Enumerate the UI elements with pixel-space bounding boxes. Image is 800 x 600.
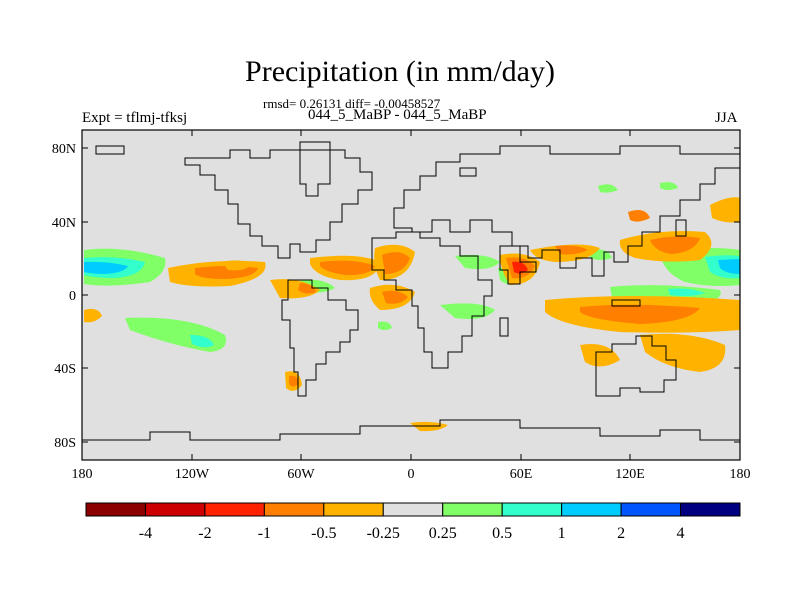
longitude-labels: 180 120W 60W 0 60E 120E 180 [72,467,751,482]
coast-australia [595,335,677,397]
coast-indonesia [611,299,641,307]
colorbar-label: -0.5 [311,525,336,542]
anomaly-dry-west-africa-core [382,252,410,274]
colorbar-swatch [323,502,384,517]
lon-label-60w: 60W [287,467,315,482]
anomaly-dry-atlantic-itcz-core [320,260,375,276]
colorbar-swatch [382,502,444,517]
runs-label: 044_5_MaBP - 044_5_MaBP [308,107,487,123]
lat-label-40s: 40S [54,362,76,377]
lat-label-40n: 40N [52,216,76,231]
season-label: JJA [715,110,738,126]
axis-ticks [82,130,740,460]
colorbar-label: 0.25 [429,525,457,542]
colorbar-label: 4 [677,525,685,542]
colorbar-label: -0.25 [367,525,400,542]
latitude-labels: 80N 40N 0 40S 80S [52,142,76,451]
colorbar-label: 0.5 [492,525,512,542]
coast-south-america [281,279,359,397]
lon-label-0: 0 [408,467,415,482]
coastlines [82,141,741,441]
colorbar-swatch [561,502,622,517]
colorbar-swatch [680,502,741,517]
coast-africa [371,231,493,369]
anomaly-wet-pacific-east-max [84,261,128,274]
experiment-label: Expt = tflmj-tfksj [82,110,188,126]
anomaly-wet-south-america [378,321,392,330]
lat-label-80n: 80N [52,142,76,157]
colorbar-label: 2 [617,525,625,542]
coast-antarctica [82,419,740,441]
anomaly-dry-east-pacific-west [84,308,102,323]
anomaly-dry-south-pacific-west [640,333,726,372]
lat-label-0: 0 [69,289,76,304]
coast-eurasia [393,145,741,277]
stats-line: rmsd= 0.26131 diff= -0.00458527 [263,96,441,111]
colorbar-swatch [204,502,265,517]
colorbar-swatch [263,502,325,517]
colorbar-label: -1 [258,525,271,542]
anomaly-fields [84,182,740,432]
anomaly-dry-arabian-sea-max [512,261,528,274]
coast-japan [675,219,687,237]
colorbar-label: -4 [139,525,152,542]
anomaly-dry-south-africa [580,344,620,367]
anomaly-dry-west-pacific-core [650,236,700,254]
anomaly-dry-central-america-core [298,283,316,294]
lon-label-180-right: 180 [730,467,751,482]
coast-madagascar [499,317,509,337]
colorbar-label: 1 [558,525,566,542]
anomaly-dry-north-atlantic [628,210,650,222]
anomaly-dry-gulf-guinea-core [382,290,408,304]
anomaly-wet-south-pacific-core [190,335,214,348]
coast-north-america [184,141,373,259]
anomaly-wet-indian-ocean-core [668,288,705,297]
colorbar-swatch [620,502,682,517]
anomaly-dry-north-pacific-east [710,197,740,223]
anomaly-dry-gulf-of-mexico [222,260,252,271]
colorbar-swatch [144,502,206,517]
colorbar-swatch [442,502,503,517]
lon-label-60e: 60E [510,467,533,482]
lon-label-120w: 120W [175,467,210,482]
lon-label-180-left: 180 [72,467,93,482]
colorbar-swatch [501,502,563,517]
map-title: Precipitation (in mm/day) [245,55,555,88]
anomaly-dry-india-core [555,245,588,255]
anomaly-wet-east-asia [598,184,618,193]
lon-label-120e: 120E [615,467,645,482]
anomaly-dry-indian-ocean-core [580,304,700,324]
coast-arctic-islands [95,145,477,177]
colorbar-swatch [85,502,146,517]
colorbar-label: -2 [198,525,211,542]
anomaly-wet-west-pacific-max [718,259,740,274]
lat-label-80s: 80S [54,436,76,451]
coast-greenland [299,149,331,197]
colorbar-labels: -4 -2 -1 -0.5 -0.25 0.25 0.5 1 2 4 [139,525,685,542]
coast-arabia [499,245,537,285]
anomaly-dry-south-america-core [289,375,299,387]
anomaly-wet-north-pacific [660,182,678,190]
anomaly-wet-atlantic-south [440,303,495,319]
colorbar [85,502,741,517]
